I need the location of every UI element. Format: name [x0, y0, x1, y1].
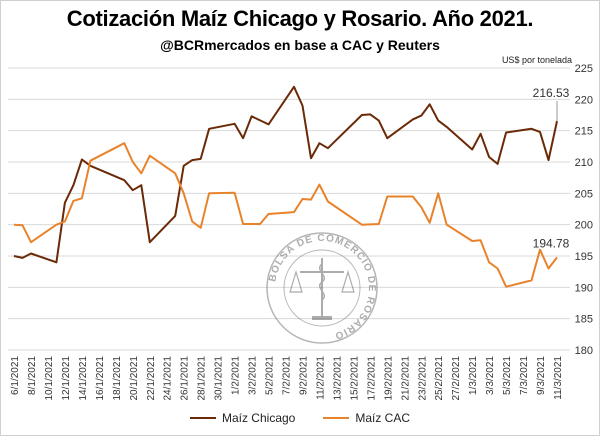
- x-tick-label: 6/1/2021: [10, 356, 21, 395]
- y-tick-label: 200: [575, 220, 593, 232]
- y-tick-label: 210: [575, 157, 593, 169]
- y-axis-unit-label: US$ por tonelada: [501, 55, 572, 65]
- chart-title: Cotización Maíz Chicago y Rosario. Año 2…: [66, 6, 534, 31]
- gridlines: [8, 67, 570, 351]
- x-tick-label: 16/1/2021: [95, 356, 106, 401]
- y-tick-label: 205: [575, 188, 593, 200]
- y-tick-label: 215: [575, 126, 593, 138]
- x-tick-label: 1/2/2021: [231, 356, 242, 395]
- x-tick-label: 5/2/2021: [265, 356, 276, 395]
- y-tick-label: 225: [575, 63, 593, 75]
- series-line-chicago: [13, 85, 558, 264]
- legend-label-chicago: Maíz Chicago: [221, 411, 296, 425]
- x-tick-label: 30/1/2021: [214, 356, 225, 401]
- bcr-seal-watermark: BOLSA DE COMERCIO DE ROSARIO: [266, 232, 378, 344]
- x-tick-label: 20/1/2021: [129, 356, 140, 401]
- y-tick-label: 195: [575, 251, 593, 263]
- x-tick-label: 19/2/2021: [383, 356, 394, 401]
- x-tick-label: 5/3/2021: [502, 356, 513, 395]
- x-tick-label: 18/1/2021: [112, 356, 123, 401]
- x-axis-ticks: 6/1/2021 8/1/2021 10/1/2021 12/1/2021 14/1/2…: [10, 356, 564, 401]
- legend-label-cac: Maíz CAC: [355, 411, 411, 425]
- legend-item-cac: Maíz CAC: [323, 411, 410, 425]
- x-tick-label: 10/1/2021: [44, 356, 55, 401]
- x-tick-label: 22/1/2021: [146, 356, 157, 401]
- chart-legend: Maíz Chicago Maíz CAC: [0, 411, 600, 425]
- y-tick-label: 220: [575, 94, 593, 106]
- x-tick-label: 17/2/2021: [366, 356, 377, 401]
- y-tick-label: 180: [575, 345, 593, 357]
- x-tick-label: 26/1/2021: [180, 356, 191, 401]
- series-line-cac: [13, 142, 558, 288]
- y-axis-ticks: 180 185 190 195 200 205 210 215 220 225: [575, 63, 593, 357]
- chart-subtitle: @BCRmercados en base a CAC y Reuters: [160, 37, 440, 53]
- end-value-label-chicago: 216.53: [533, 86, 570, 100]
- x-tick-label: 3/3/2021: [485, 356, 496, 395]
- x-tick-label: 24/1/2021: [163, 356, 174, 401]
- series-lines: [13, 85, 558, 288]
- x-tick-label: 9/2/2021: [298, 356, 309, 395]
- x-tick-label: 8/1/2021: [27, 356, 38, 395]
- legend-swatch-chicago: [189, 417, 216, 419]
- x-tick-label: 25/2/2021: [434, 356, 445, 401]
- x-tick-label: 28/1/2021: [197, 356, 208, 401]
- y-tick-label: 185: [575, 314, 593, 326]
- end-value-label-cac: 194.78: [533, 236, 570, 250]
- x-tick-label: 11/3/2021: [553, 356, 564, 400]
- x-tick-label: 7/3/2021: [519, 356, 530, 395]
- y-tick-label: 190: [575, 282, 593, 294]
- x-tick-label: 13/2/2021: [332, 356, 343, 401]
- x-tick-label: 7/2/2021: [282, 356, 293, 395]
- x-tick-label: 21/2/2021: [400, 356, 411, 401]
- x-tick-label: 23/2/2021: [417, 356, 428, 401]
- x-tick-label: 27/2/2021: [451, 356, 462, 401]
- x-tick-label: 9/3/2021: [536, 356, 547, 395]
- x-tick-label: 15/2/2021: [349, 356, 360, 401]
- x-tick-label: 12/1/2021: [61, 356, 72, 401]
- legend-item-chicago: Maíz Chicago: [189, 411, 296, 425]
- x-tick-label: 11/2/2021: [315, 356, 326, 400]
- x-tick-label: 14/1/2021: [78, 356, 89, 401]
- series-end-labels: 216.53 194.78: [533, 86, 570, 250]
- x-tick-label: 3/2/2021: [248, 356, 259, 395]
- x-tick-label: 1/3/2021: [468, 356, 479, 395]
- legend-swatch-cac: [323, 417, 350, 419]
